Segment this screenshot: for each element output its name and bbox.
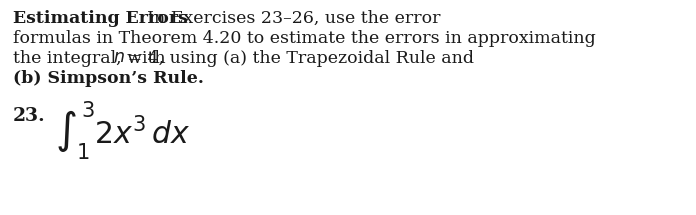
Text: the integral, with: the integral, with [13,50,171,67]
Text: $\int_1^3 2x^3\,dx$: $\int_1^3 2x^3\,dx$ [55,99,190,162]
Text: 23.: 23. [13,107,46,125]
Text: $n$: $n$ [113,48,125,66]
Text: = 4, using (a) the Trapezoidal Rule and: = 4, using (a) the Trapezoidal Rule and [122,50,474,67]
Text: (b) Simpson’s Rule.: (b) Simpson’s Rule. [13,70,204,87]
Text: formulas in Theorem 4.20 to estimate the errors in approximating: formulas in Theorem 4.20 to estimate the… [13,30,596,47]
Text: In Exercises 23–26, use the error: In Exercises 23–26, use the error [147,10,441,27]
Text: Estimating Errors: Estimating Errors [13,10,188,27]
